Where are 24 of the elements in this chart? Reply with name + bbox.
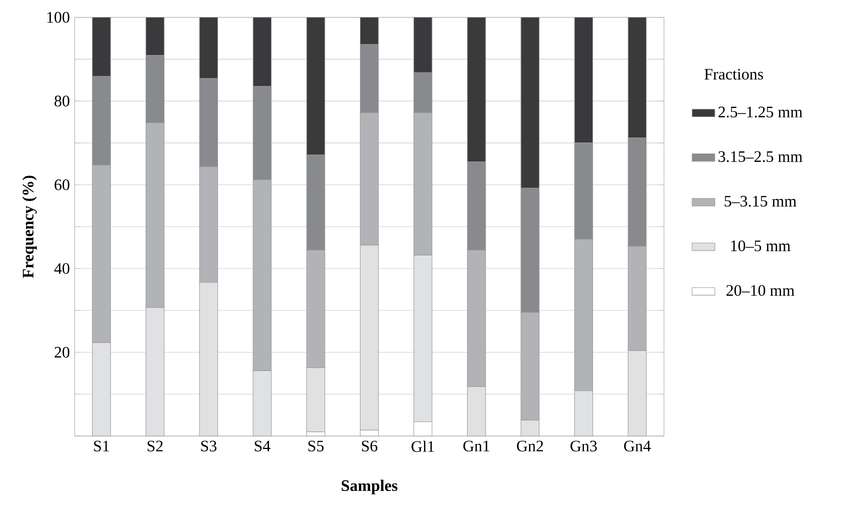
legend-label: 10–5 mm (731, 240, 790, 252)
x-tick-label: S2 (148, 440, 163, 452)
x-tick-label: Gn4 (624, 440, 651, 452)
legend-label: 2.5–1.25 mm (718, 106, 802, 118)
x-tick-label: Gn3 (570, 440, 597, 452)
y-tick-label: 80 (54, 96, 70, 107)
y-axis-title: Frequency (%) (22, 176, 37, 278)
x-tick-label: S6 (362, 440, 378, 452)
y-tick-label: 100 (47, 12, 70, 23)
y-tick-label: 40 (54, 263, 70, 274)
x-axis-title: Samples (342, 480, 398, 494)
y-tick-label: 60 (54, 180, 70, 190)
x-tick-label: S4 (254, 440, 270, 452)
legend-label: 20–10 mm (726, 285, 794, 296)
x-tick-label: Gn2 (516, 440, 543, 452)
legend-title: Fractions (704, 69, 764, 80)
x-tick-label: Gn1 (463, 440, 490, 452)
x-tick-label: S3 (201, 440, 216, 452)
x-tick-label: S1 (94, 440, 109, 452)
legend-label: 5–3.15 mm (724, 196, 796, 207)
x-tick-label: S5 (308, 440, 324, 452)
y-tick-label: 20 (54, 347, 70, 358)
x-tick-label: Gl1 (412, 440, 434, 452)
legend-label: 3.15–2.5 mm (718, 151, 802, 162)
